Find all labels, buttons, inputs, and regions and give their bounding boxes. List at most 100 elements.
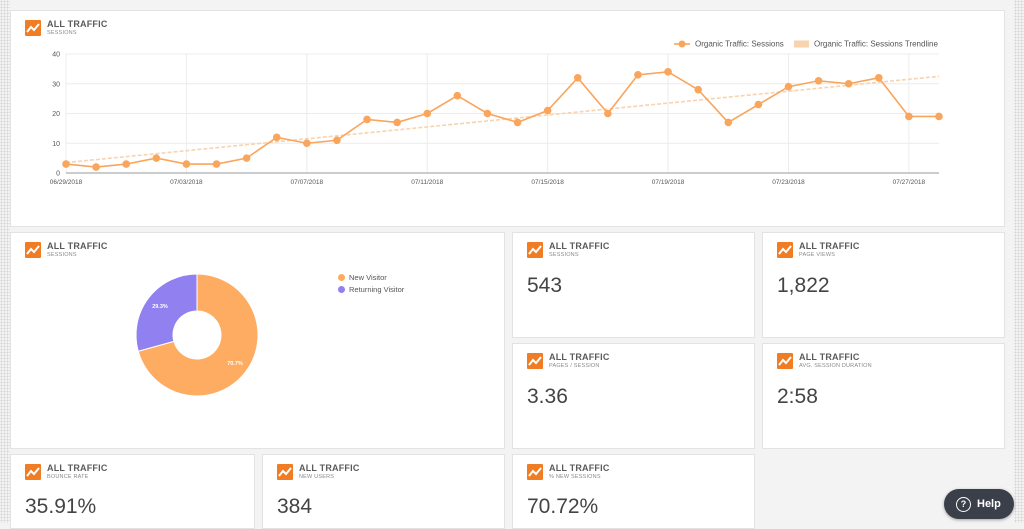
data-point — [634, 71, 642, 79]
card-subtitle: BOUNCE RATE — [47, 474, 89, 480]
metric-value: 70.72% — [527, 495, 598, 519]
data-point — [785, 83, 793, 91]
help-button[interactable]: ? Help — [944, 489, 1014, 519]
data-point — [664, 68, 672, 76]
card-title: ALL TRAFFIC — [549, 352, 610, 362]
data-point — [484, 110, 492, 118]
metric-value: 384 — [277, 495, 312, 519]
data-point — [62, 160, 70, 168]
data-point — [454, 92, 462, 100]
right-dotted-border — [1014, 0, 1024, 523]
data-point — [544, 107, 552, 115]
data-point — [935, 113, 943, 121]
card-title: ALL TRAFFIC — [549, 463, 610, 473]
data-point — [905, 113, 913, 121]
data-point — [724, 119, 732, 127]
metric-value: 3.36 — [527, 385, 568, 409]
y-tick-label: 20 — [52, 111, 60, 118]
data-point — [243, 154, 251, 162]
data-point — [755, 101, 763, 109]
data-point — [153, 154, 161, 162]
legend-swatch — [338, 274, 345, 281]
trend-logo-icon — [277, 464, 293, 480]
x-tick-label: 07/15/2018 — [531, 179, 564, 186]
sessions-pie-chart-card: ALL TRAFFIC SESSIONS 70.7%29.3% New Visi… — [10, 232, 505, 449]
data-point — [363, 116, 371, 124]
x-tick-label: 07/11/2018 — [411, 179, 443, 186]
data-point — [393, 119, 401, 127]
x-tick-label: 07/23/2018 — [772, 179, 805, 186]
legend-swatch-trendline — [794, 41, 809, 48]
card-subtitle: SESSIONS — [549, 252, 579, 258]
legend-label-trendline: Organic Traffic: Sessions Trendline — [814, 40, 938, 49]
card-subtitle: NEW USERS — [299, 474, 334, 480]
metric-card-new-sessions-pct: ALL TRAFFIC% NEW SESSIONS 70.72% — [512, 454, 755, 529]
data-point — [183, 160, 191, 168]
trend-logo-icon — [527, 353, 543, 369]
card-title: ALL TRAFFIC — [47, 463, 108, 473]
data-point — [604, 110, 612, 118]
pie-data-label-returning-visitor: 29.3% — [152, 304, 168, 310]
legend-item-new-visitor[interactable]: New Visitor — [338, 273, 387, 282]
x-tick-label: 07/07/2018 — [291, 179, 324, 186]
legend-marker-sessions — [679, 41, 686, 48]
x-tick-label: 06/29/2018 — [50, 179, 83, 186]
x-tick-label: 07/19/2018 — [652, 179, 685, 186]
data-point — [273, 134, 281, 142]
x-tick-label: 07/27/2018 — [893, 179, 926, 186]
data-point — [514, 119, 522, 127]
data-point — [213, 160, 221, 168]
help-label: Help — [977, 498, 1001, 510]
y-tick-label: 40 — [52, 52, 60, 59]
trend-logo-icon — [25, 464, 41, 480]
legend-label: New Visitor — [349, 273, 387, 282]
metric-value: 1,822 — [777, 274, 830, 298]
sessions-pie-chart: 70.7% 29.3% — [11, 233, 505, 449]
legend-label: Returning Visitor — [349, 285, 404, 294]
pie-slice-returning-visitor — [136, 274, 197, 351]
y-tick-label: 30 — [52, 81, 60, 88]
data-point — [122, 160, 130, 168]
trend-logo-icon — [777, 242, 793, 258]
card-title: ALL TRAFFIC — [799, 241, 860, 251]
legend-item-returning-visitor[interactable]: Returning Visitor — [338, 285, 404, 294]
metric-value: 543 — [527, 274, 562, 298]
card-subtitle: PAGE VIEWS — [799, 252, 835, 258]
trend-logo-icon — [527, 464, 543, 480]
data-point — [333, 136, 341, 144]
x-tick-label: 07/03/2018 — [170, 179, 203, 186]
y-tick-label: 0 — [56, 171, 60, 178]
legend-label-sessions: Organic Traffic: Sessions — [695, 40, 784, 49]
data-point — [845, 80, 853, 88]
trendline — [66, 76, 939, 162]
data-point — [815, 77, 823, 85]
card-subtitle: % NEW SESSIONS — [549, 474, 601, 480]
card-subtitle: AVG. SESSION DURATION — [799, 363, 872, 369]
data-point — [694, 86, 702, 94]
metric-value: 35.91% — [25, 495, 96, 519]
trend-logo-icon — [527, 242, 543, 258]
data-point — [875, 74, 883, 82]
card-subtitle: PAGES / SESSION — [549, 363, 600, 369]
trend-logo-icon — [777, 353, 793, 369]
data-point — [423, 110, 431, 118]
card-title: ALL TRAFFIC — [299, 463, 360, 473]
help-icon: ? — [956, 497, 971, 512]
card-title: ALL TRAFFIC — [549, 241, 610, 251]
data-point — [92, 163, 100, 171]
data-point — [574, 74, 582, 82]
y-tick-label: 10 — [52, 141, 60, 148]
data-point — [303, 139, 311, 147]
left-dotted-border — [0, 0, 10, 523]
metric-value: 2:58 — [777, 385, 818, 409]
sessions-line-chart: 0 10 20 30 40 06/29/2018 07/03/2018 07/07/2018 0… — [11, 11, 1005, 227]
legend-swatch — [338, 286, 345, 293]
card-title: ALL TRAFFIC — [799, 352, 860, 362]
pie-data-label-new-visitor: 70.7% — [227, 361, 243, 367]
